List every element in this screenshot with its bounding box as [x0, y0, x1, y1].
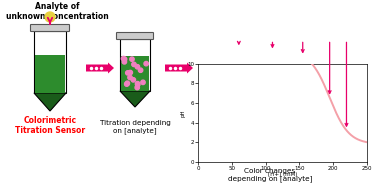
- Polygon shape: [120, 91, 150, 107]
- Circle shape: [138, 68, 143, 72]
- FancyBboxPatch shape: [239, 92, 262, 98]
- Text: Titration depending
on [analyte]: Titration depending on [analyte]: [99, 120, 170, 134]
- Circle shape: [130, 57, 134, 61]
- Bar: [35, 55, 65, 93]
- FancyBboxPatch shape: [302, 92, 324, 98]
- Circle shape: [135, 65, 139, 69]
- Circle shape: [132, 62, 136, 67]
- Polygon shape: [221, 142, 239, 155]
- FancyBboxPatch shape: [260, 92, 282, 98]
- FancyArrow shape: [86, 62, 114, 74]
- Text: Colorimetric
Titration Sensor: Colorimetric Titration Sensor: [15, 116, 85, 135]
- Polygon shape: [262, 142, 280, 155]
- Circle shape: [131, 78, 136, 82]
- Polygon shape: [283, 142, 301, 155]
- Circle shape: [122, 60, 127, 64]
- Bar: [262, 97, 280, 142]
- Bar: [304, 97, 322, 142]
- Bar: [221, 97, 239, 142]
- Text: Color changes
depending on [analyte]: Color changes depending on [analyte]: [228, 168, 312, 182]
- FancyBboxPatch shape: [218, 92, 242, 98]
- FancyBboxPatch shape: [280, 92, 304, 98]
- Y-axis label: pH: pH: [181, 109, 186, 117]
- FancyBboxPatch shape: [31, 24, 70, 32]
- Polygon shape: [304, 142, 322, 155]
- Polygon shape: [241, 142, 259, 155]
- Circle shape: [135, 81, 140, 86]
- Circle shape: [121, 56, 126, 61]
- Bar: [283, 97, 301, 142]
- Circle shape: [125, 71, 130, 75]
- Circle shape: [124, 82, 129, 86]
- FancyArrow shape: [165, 62, 193, 74]
- Bar: [241, 97, 259, 142]
- Circle shape: [125, 81, 130, 86]
- Bar: [34, 31, 66, 93]
- Bar: [120, 39, 150, 91]
- Circle shape: [144, 61, 149, 66]
- Polygon shape: [34, 93, 66, 111]
- Circle shape: [122, 57, 127, 61]
- Circle shape: [135, 82, 140, 87]
- Circle shape: [128, 70, 133, 75]
- Circle shape: [45, 12, 55, 22]
- Text: Analyte of
unknown concentration: Analyte of unknown concentration: [6, 2, 108, 21]
- Bar: [121, 56, 149, 91]
- FancyBboxPatch shape: [116, 33, 153, 39]
- Circle shape: [135, 85, 139, 90]
- Circle shape: [128, 75, 132, 80]
- X-axis label: [H+] (mM): [H+] (mM): [268, 172, 297, 177]
- Circle shape: [141, 80, 145, 85]
